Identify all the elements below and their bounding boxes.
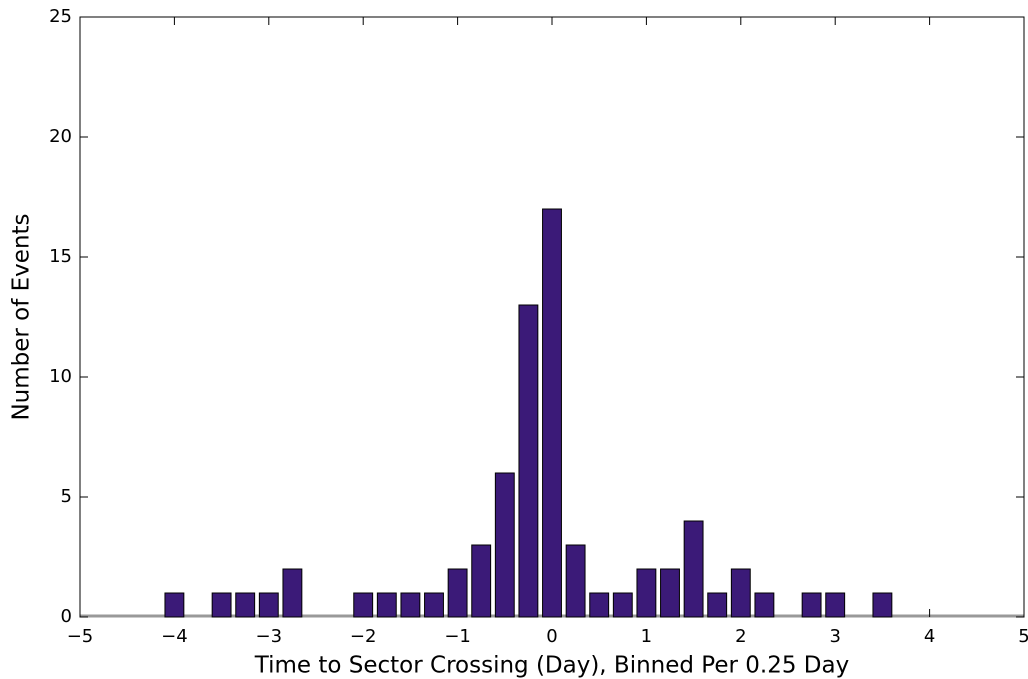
bar (447, 568, 468, 618)
x-tick-label: 2 (735, 626, 746, 647)
y-tick-label: 20 (49, 126, 72, 147)
x-tick-label: −2 (350, 626, 377, 647)
bar (660, 568, 680, 618)
x-tick-label: −3 (256, 626, 283, 647)
bar (730, 568, 751, 618)
bar (683, 520, 704, 618)
bar (707, 592, 728, 618)
bar (589, 592, 610, 618)
bar (754, 592, 775, 618)
bar (211, 592, 232, 618)
y-tick-label: 5 (61, 486, 72, 507)
bar (565, 544, 586, 618)
x-tick-label: 4 (924, 626, 935, 647)
bar (542, 208, 562, 618)
bar (494, 472, 515, 618)
x-tick-label: −1 (444, 626, 471, 647)
bar (376, 592, 397, 618)
bar (825, 592, 846, 618)
bar (636, 568, 657, 618)
y-tick-label: 0 (61, 606, 72, 627)
bar (282, 568, 303, 618)
bar (612, 592, 633, 618)
bar (471, 544, 492, 618)
bar (872, 592, 893, 618)
bar (235, 592, 256, 618)
x-tick-label: 0 (546, 626, 557, 647)
y-tick-label: 15 (49, 246, 72, 267)
y-tick-label: 25 (49, 6, 72, 27)
y-axis-title: Number of Events (9, 213, 35, 420)
x-tick-label: −4 (161, 626, 188, 647)
bar (424, 592, 444, 618)
bar (518, 304, 539, 618)
bar (164, 592, 185, 618)
bar (400, 592, 421, 618)
bar (353, 592, 374, 618)
x-axis-title: Time to Sector Crossing (Day), Binned Pe… (254, 653, 849, 679)
bar (258, 592, 279, 618)
x-tick-label: 1 (641, 626, 652, 647)
x-tick-label: 5 (1018, 626, 1028, 647)
x-tick-label: 3 (829, 626, 840, 647)
x-tick-label: −5 (67, 626, 94, 647)
bar (801, 592, 822, 618)
y-tick-label: 10 (49, 366, 72, 387)
